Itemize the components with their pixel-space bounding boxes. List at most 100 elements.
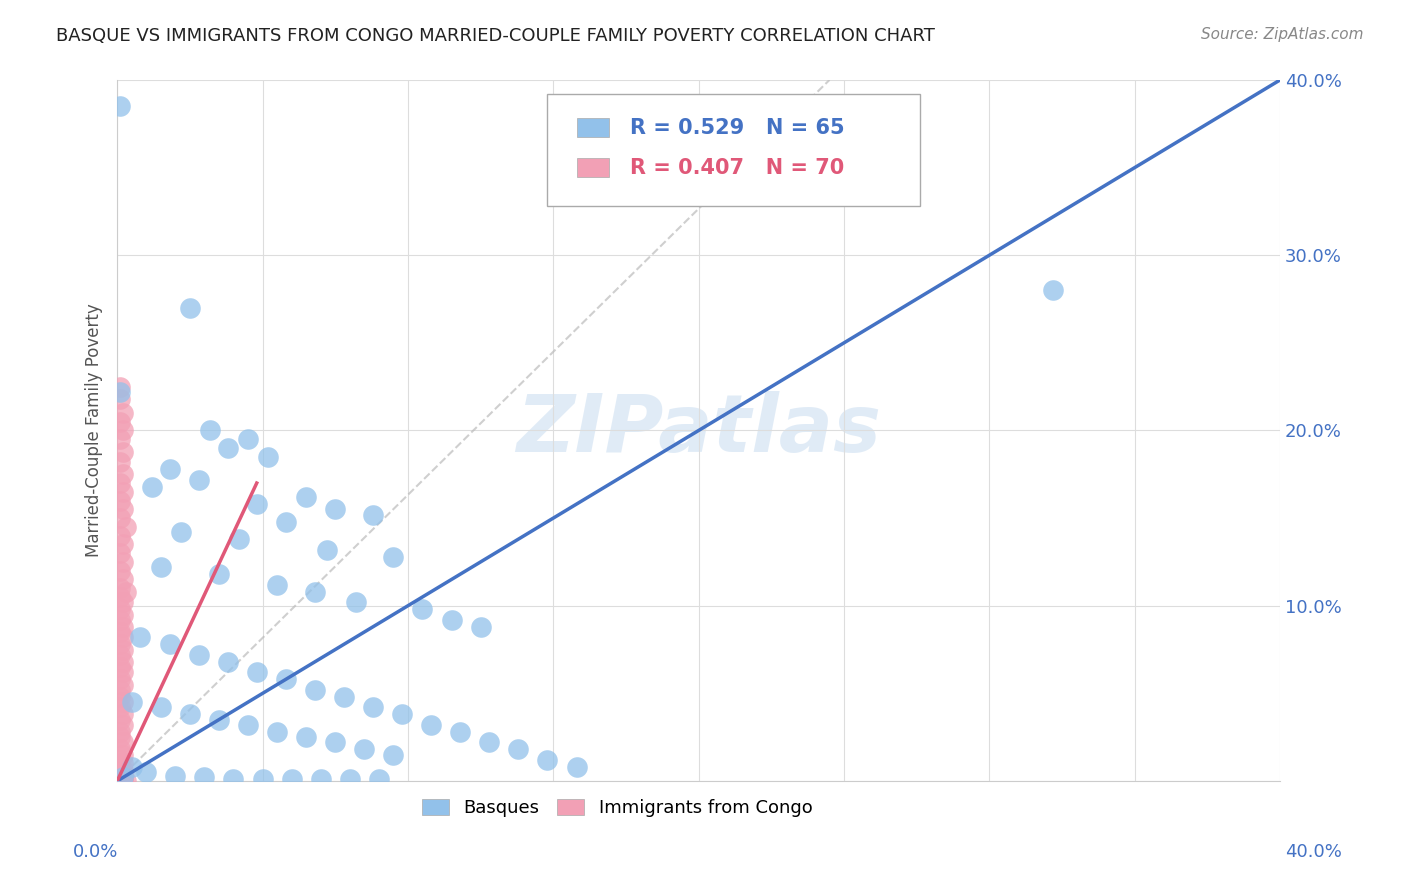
- Point: [323, 735, 346, 749]
- Point: [108, 637, 131, 651]
- Point: [108, 774, 131, 789]
- Legend: Basques, Immigrants from Congo: Basques, Immigrants from Congo: [415, 792, 820, 824]
- Y-axis label: Married-Couple Family Poverty: Married-Couple Family Poverty: [86, 303, 103, 558]
- Point: [111, 771, 134, 785]
- Point: [108, 613, 131, 627]
- Point: [217, 655, 239, 669]
- Point: [193, 771, 215, 785]
- Point: [111, 630, 134, 644]
- FancyBboxPatch shape: [576, 118, 609, 137]
- Point: [246, 665, 269, 680]
- Point: [111, 607, 134, 622]
- FancyBboxPatch shape: [547, 94, 920, 206]
- Point: [333, 690, 356, 704]
- Point: [236, 432, 259, 446]
- Point: [274, 515, 297, 529]
- Point: [108, 648, 131, 662]
- Point: [108, 99, 131, 113]
- Point: [217, 441, 239, 455]
- Point: [141, 479, 163, 493]
- Point: [111, 573, 134, 587]
- Point: [361, 508, 384, 522]
- Point: [252, 772, 274, 787]
- Point: [121, 760, 143, 774]
- Point: [200, 424, 222, 438]
- Point: [295, 490, 318, 504]
- Point: [382, 549, 405, 564]
- Point: [382, 747, 405, 762]
- Point: [111, 642, 134, 657]
- Point: [108, 772, 131, 787]
- Point: [111, 771, 134, 785]
- Point: [108, 625, 131, 640]
- Point: [108, 602, 131, 616]
- Point: [111, 424, 134, 438]
- Point: [111, 695, 134, 709]
- Point: [478, 735, 501, 749]
- Point: [470, 620, 492, 634]
- Point: [315, 542, 337, 557]
- Point: [361, 700, 384, 714]
- Point: [295, 730, 318, 744]
- Point: [108, 384, 131, 399]
- Point: [111, 537, 134, 551]
- Point: [111, 756, 134, 771]
- Text: Source: ZipAtlas.com: Source: ZipAtlas.com: [1201, 27, 1364, 42]
- Point: [111, 502, 134, 516]
- Point: [108, 730, 131, 744]
- Point: [266, 725, 288, 739]
- Point: [170, 525, 193, 540]
- Point: [420, 718, 443, 732]
- Point: [108, 742, 131, 756]
- Point: [236, 718, 259, 732]
- Point: [179, 301, 201, 315]
- Point: [111, 772, 134, 787]
- Point: [108, 713, 131, 727]
- Point: [108, 772, 131, 787]
- Point: [115, 774, 138, 789]
- Point: [187, 473, 209, 487]
- Point: [159, 462, 181, 476]
- Point: [111, 735, 134, 749]
- Point: [111, 772, 134, 787]
- Point: [111, 484, 134, 499]
- Point: [323, 502, 346, 516]
- Point: [108, 564, 131, 578]
- Point: [108, 765, 131, 780]
- Point: [108, 379, 131, 393]
- Point: [108, 660, 131, 674]
- Point: [108, 760, 131, 774]
- Point: [111, 718, 134, 732]
- Point: [111, 444, 134, 458]
- Point: [108, 476, 131, 491]
- Point: [339, 772, 361, 787]
- Point: [1042, 283, 1064, 297]
- Point: [108, 528, 131, 542]
- Point: [111, 764, 134, 778]
- Text: 40.0%: 40.0%: [1285, 843, 1341, 861]
- Point: [304, 682, 326, 697]
- Point: [274, 673, 297, 687]
- Point: [108, 415, 131, 429]
- Point: [111, 677, 134, 691]
- Point: [536, 753, 558, 767]
- Point: [108, 700, 131, 714]
- Point: [149, 700, 172, 714]
- Point: [309, 772, 332, 787]
- Point: [108, 753, 131, 767]
- Point: [149, 560, 172, 574]
- FancyBboxPatch shape: [576, 158, 609, 178]
- Point: [208, 713, 231, 727]
- Point: [121, 695, 143, 709]
- Point: [115, 584, 138, 599]
- Point: [108, 725, 131, 739]
- Point: [108, 546, 131, 560]
- Point: [108, 769, 131, 783]
- Point: [135, 765, 157, 780]
- Point: [111, 467, 134, 482]
- Point: [367, 772, 389, 787]
- Point: [304, 584, 326, 599]
- Point: [246, 497, 269, 511]
- Point: [108, 771, 131, 785]
- Point: [108, 392, 131, 406]
